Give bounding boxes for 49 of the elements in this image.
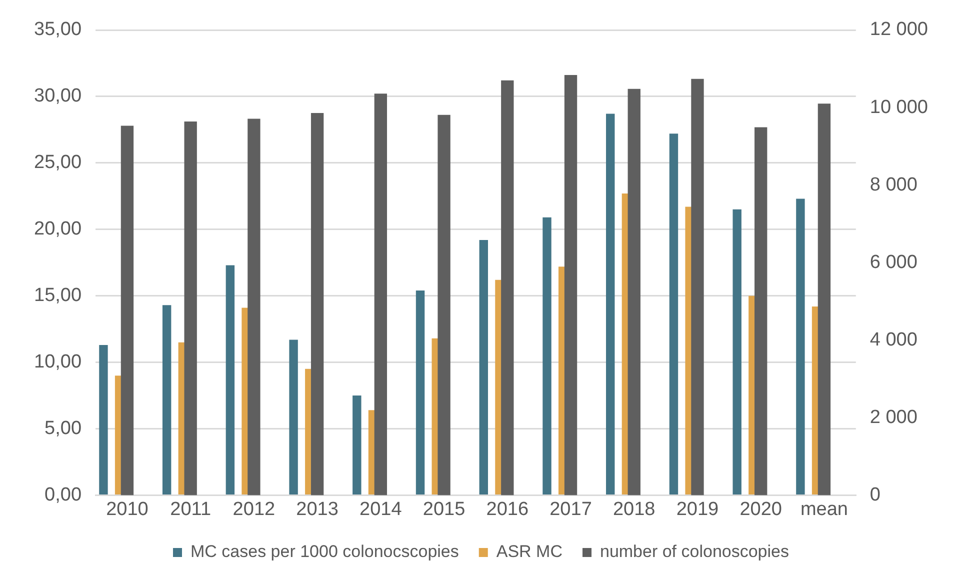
bar <box>352 396 362 494</box>
bar <box>479 240 488 494</box>
y-tick-label: 35,00 <box>34 19 82 40</box>
y2-tick-label: 10 000 <box>870 96 928 118</box>
legend-label: number of colonoscopies <box>600 542 790 562</box>
y-tick-label: 0,00 <box>44 484 82 506</box>
bar <box>226 265 235 494</box>
x-tick-label: 2013 <box>296 498 338 520</box>
bar <box>289 340 298 494</box>
bar <box>542 217 552 494</box>
x-tick-label: 2014 <box>360 498 402 520</box>
y2-tick-label: 0 <box>870 484 880 506</box>
bar <box>606 114 615 494</box>
x-tick-label: 2011 <box>170 498 212 520</box>
bar <box>162 305 172 494</box>
bar <box>732 209 742 494</box>
y-tick-label: 30,00 <box>34 86 82 107</box>
legend-label: ASR MC <box>496 542 562 562</box>
y2-tick-label: 6 000 <box>870 252 918 273</box>
x-tick-label: mean <box>800 498 848 520</box>
x-tick-label: 2015 <box>422 498 466 520</box>
bar <box>374 94 388 496</box>
x-tick-label: 2016 <box>486 498 529 520</box>
x-tick-label: 2017 <box>550 498 592 520</box>
y2-tick-label: 2 000 <box>870 406 918 428</box>
legend-label: MC cases per 1000 colonocscopies <box>190 542 459 562</box>
bar <box>669 134 678 494</box>
y-tick-label: 15,00 <box>34 285 82 306</box>
bar <box>120 126 134 496</box>
y2-tick-label: 12 000 <box>870 19 928 40</box>
bar <box>818 104 831 496</box>
y-tick-label: 5,00 <box>44 418 82 439</box>
bar <box>99 345 108 494</box>
y-tick-label: 10,00 <box>34 352 82 373</box>
bar <box>248 118 260 496</box>
bar <box>310 112 324 496</box>
x-tick-label: 2018 <box>612 498 656 520</box>
y-tick-label: 20,00 <box>34 218 82 240</box>
bar <box>416 290 425 494</box>
y2-tick-label: 4 000 <box>870 329 918 350</box>
x-tick-label: 2012 <box>232 498 276 520</box>
y2-tick-label: 8 000 <box>870 174 918 196</box>
bar <box>796 198 805 494</box>
x-tick-label: 2020 <box>740 498 782 520</box>
x-tick-label: 2010 <box>106 498 148 520</box>
x-tick-label: 2019 <box>676 498 719 520</box>
y-tick-label: 25,00 <box>34 152 82 174</box>
bar <box>438 114 450 496</box>
bar <box>184 121 197 496</box>
